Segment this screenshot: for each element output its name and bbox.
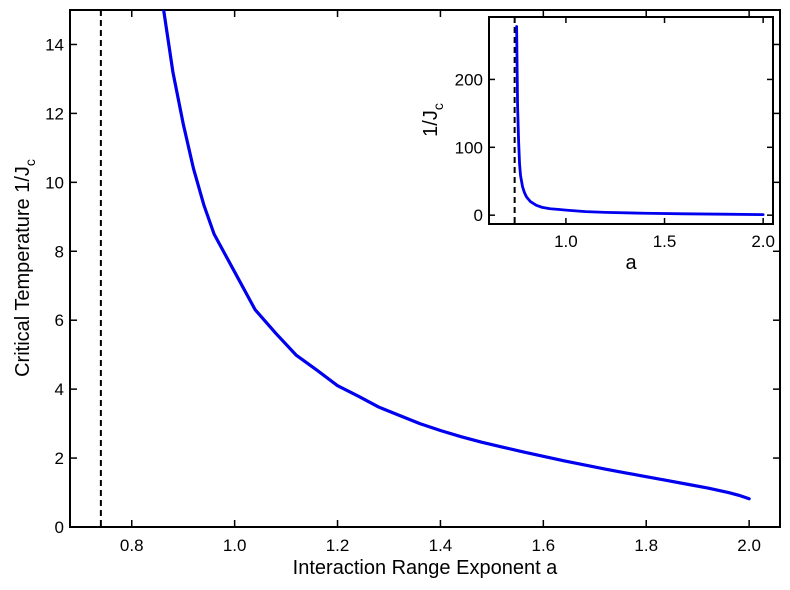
main-x-tick-label: 1.8 xyxy=(634,536,658,555)
main-plot-frame xyxy=(69,9,781,528)
main-x-tick-label: 1.4 xyxy=(429,536,453,555)
inset-plot-panel: 1.0 1.5 2.0 0 100 200 a 1/Jc xyxy=(420,16,775,274)
main-y-axis-title-subscript: c xyxy=(22,159,38,166)
inset-plot-frame xyxy=(488,16,774,225)
main-x-ticks: 0.8 1.0 1.2 1.4 1.6 1.8 2.0 xyxy=(120,10,761,555)
main-y-tick-label: 10 xyxy=(45,173,64,192)
main-x-axis-title: Interaction Range Exponent a xyxy=(293,557,559,579)
inset-x-axis-title: a xyxy=(625,252,637,274)
main-x-tick-label: 1.6 xyxy=(532,536,556,555)
inset-y-axis-title-main: 1/J xyxy=(420,110,442,137)
inset-y-ticks: 0 100 200 xyxy=(455,70,773,225)
inset-y-tick-label: 200 xyxy=(455,70,483,89)
main-lines xyxy=(99,10,751,527)
inset-background xyxy=(489,17,773,224)
main-y-tick-label: 6 xyxy=(55,311,64,330)
main-y-ticks: 0 2 4 6 8 10 12 14 xyxy=(45,35,780,537)
inset-series-line xyxy=(515,25,765,217)
main-x-tick-label: 0.8 xyxy=(120,536,144,555)
inset-x-ticks: 1.0 1.5 2.0 xyxy=(554,17,775,251)
inset-y-tick-label: 0 xyxy=(474,206,483,225)
main-y-tick-label: 4 xyxy=(55,380,64,399)
main-y-tick-label: 2 xyxy=(55,449,64,468)
main-y-axis-title-main: Critical Temperature 1/J xyxy=(12,166,34,377)
main-y-tick-label: 12 xyxy=(45,104,64,123)
main-y-tick-label: 14 xyxy=(45,35,64,54)
main-y-axis-title: Critical Temperature 1/Jc xyxy=(12,159,38,377)
inset-x-tick-label: 1.5 xyxy=(653,232,677,251)
main-y-tick-label: 0 xyxy=(55,518,64,537)
inset-x-tick-label: 2.0 xyxy=(751,232,775,251)
main-y-tick-label: 8 xyxy=(55,242,64,261)
inset-y-axis-title: 1/Jc xyxy=(420,103,446,137)
main-x-tick-label: 1.2 xyxy=(326,536,350,555)
inset-lines xyxy=(513,17,765,224)
inset-y-tick-label: 100 xyxy=(455,138,483,157)
main-series-line xyxy=(162,10,751,501)
main-x-tick-label: 1.0 xyxy=(223,536,247,555)
main-plot-panel: 0.8 1.0 1.2 1.4 1.6 1.8 2.0 0 2 4 6 8 10 12 14 Intera… xyxy=(12,9,781,579)
main-x-tick-label: 2.0 xyxy=(737,536,761,555)
inset-y-axis-title-subscript: c xyxy=(430,103,446,110)
inset-x-tick-label: 1.0 xyxy=(554,232,578,251)
